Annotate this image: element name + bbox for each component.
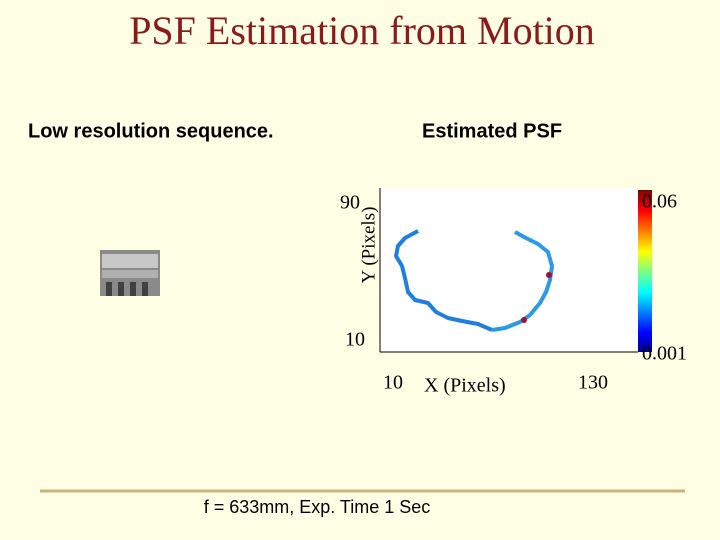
slide-title: PSF Estimation from Motion: [129, 8, 595, 53]
x-tick-label: 130: [578, 372, 608, 394]
x-axis-label: X (Pixels): [424, 375, 506, 397]
y-axis-label: Y (Pixels): [358, 207, 379, 284]
y-tick-label: 10: [345, 329, 365, 351]
colorbar-label: 0.06: [642, 191, 677, 213]
left-label: Low resolution sequence.: [28, 120, 274, 142]
colorbar: [638, 190, 652, 352]
psf-peak: [521, 317, 527, 323]
right-label: Estimated PSF: [422, 120, 562, 142]
psf-peak: [546, 272, 552, 278]
psf-trace: [394, 229, 493, 332]
caption: f = 633mm, Exp. Time 1 Sec: [204, 497, 431, 517]
x-tick-label: 10: [383, 372, 403, 394]
y-tick-label: 90: [340, 192, 360, 214]
psf-trace: [491, 230, 554, 332]
thumbnail: [100, 250, 160, 296]
colorbar-label: 0.001: [642, 343, 687, 365]
